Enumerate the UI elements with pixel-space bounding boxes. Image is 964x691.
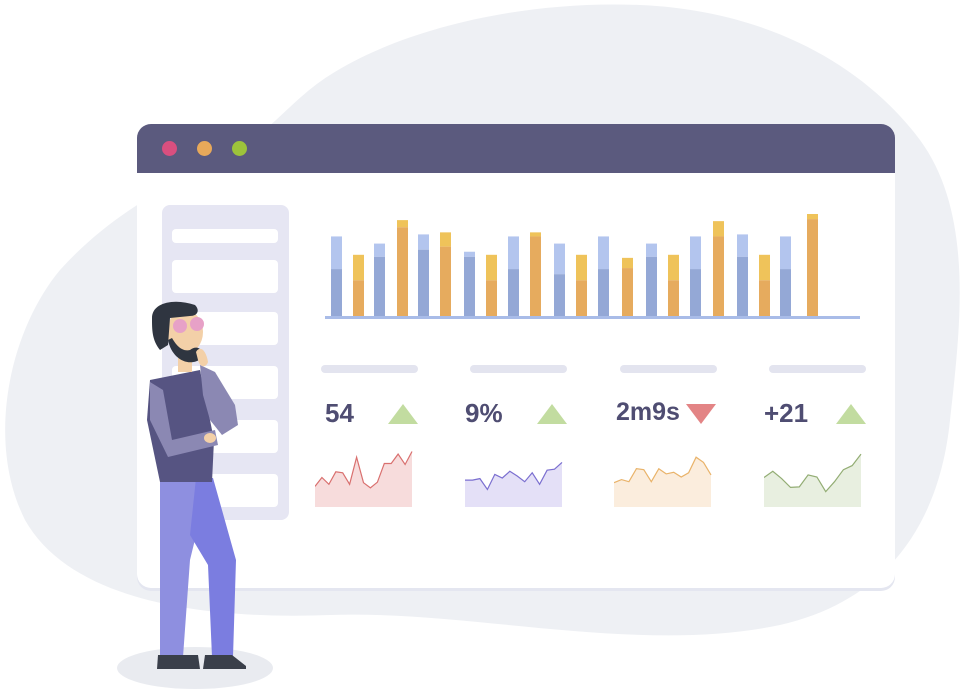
- bar-segment-lower: [598, 269, 609, 316]
- bar-segment-upper: [554, 243, 565, 275]
- bar-segment-lower: [464, 256, 475, 316]
- bar-segment-upper: [576, 254, 587, 281]
- bar-segment-lower: [418, 249, 429, 316]
- metric-value: 54: [325, 398, 354, 428]
- bar-segment-lower: [780, 269, 791, 316]
- metric-label-placeholder: [620, 365, 717, 373]
- bar-segment-upper: [668, 254, 679, 281]
- sparkline-area: [764, 454, 861, 507]
- bar-segment-lower: [646, 256, 657, 316]
- bar-segment-upper: [807, 214, 818, 220]
- bar-segment-lower: [690, 269, 701, 316]
- bar-segment-upper: [598, 236, 609, 270]
- bar-segment-lower: [737, 256, 748, 316]
- bar-segment-lower: [374, 256, 385, 316]
- metric-label-placeholder: [470, 365, 567, 373]
- metric-value: 2m9s: [616, 398, 680, 426]
- right-leg: [190, 478, 236, 657]
- raised-arm: [200, 365, 238, 435]
- sparkline-line: [465, 461, 563, 491]
- bar-segment-upper: [486, 254, 497, 281]
- bar-segment-lower: [397, 227, 408, 316]
- sidebar-item[interactable]: [172, 260, 278, 293]
- sparkline-line: [614, 456, 712, 484]
- bar-segment-upper: [418, 234, 429, 250]
- bar-segment-upper: [374, 243, 385, 257]
- sparkline-line: [764, 453, 862, 493]
- trend-down-icon: [686, 404, 716, 424]
- bar-segment-lower: [440, 246, 451, 316]
- glasses-right-icon: [190, 317, 204, 331]
- bar-segment-upper: [353, 254, 364, 281]
- bar-segment-upper: [622, 257, 633, 269]
- trend-up-icon: [388, 404, 418, 424]
- metric-value: +21: [764, 398, 809, 428]
- sidebar-item[interactable]: [172, 229, 278, 243]
- bar-segment-upper: [331, 236, 342, 270]
- bar-segment-lower: [486, 280, 497, 316]
- bar-segment-lower: [713, 236, 724, 316]
- left-shoe-icon: [157, 655, 200, 669]
- bar-segment-upper: [440, 232, 451, 247]
- bar-segment-upper: [780, 236, 791, 270]
- chin-hand: [196, 348, 208, 367]
- bar-segment-lower: [508, 269, 519, 316]
- right-shoe-icon: [203, 655, 246, 669]
- sparkline-area: [614, 457, 711, 507]
- folded-arm: [150, 382, 218, 457]
- close-dot-icon[interactable]: [162, 141, 177, 156]
- sparkline-line: [315, 451, 413, 489]
- bar-segment-upper: [759, 254, 770, 281]
- hand: [204, 433, 216, 443]
- metric-value: 9%: [465, 398, 503, 428]
- bar-segment-lower: [759, 280, 770, 316]
- sparkline-area: [315, 451, 412, 507]
- sparkline-chart: [315, 451, 413, 507]
- window-titlebar: [137, 124, 895, 173]
- minimize-dot-icon[interactable]: [197, 141, 212, 156]
- bar-segment-lower: [530, 236, 541, 316]
- bar-segment-upper: [464, 251, 475, 257]
- bar-segment-upper: [713, 221, 724, 237]
- sparkline-chart: [614, 456, 712, 507]
- sparkline-area: [465, 462, 562, 507]
- bar-chart: [325, 214, 860, 319]
- bar-segment-upper: [737, 234, 748, 257]
- bar-segment-upper: [508, 236, 519, 270]
- x-axis-line: [325, 316, 860, 319]
- bar-segment-upper: [397, 220, 408, 228]
- bar-segment-lower: [554, 274, 565, 316]
- sparkline-chart: [764, 453, 862, 507]
- trend-up-icon: [836, 404, 866, 424]
- maximize-dot-icon[interactable]: [232, 141, 247, 156]
- sparkline-chart: [465, 461, 563, 507]
- bar-segment-lower: [576, 280, 587, 316]
- glasses-left-icon: [173, 319, 187, 333]
- beard: [168, 338, 203, 363]
- bar-segment-lower: [331, 269, 342, 316]
- metric-label-placeholder: [769, 365, 866, 373]
- bar-segment-lower: [807, 219, 818, 316]
- metric-label-placeholder: [321, 365, 418, 373]
- bar-segment-lower: [668, 280, 679, 316]
- bar-segment-lower: [353, 280, 364, 316]
- bar-segment-upper: [690, 236, 701, 270]
- bar-segment-upper: [646, 243, 657, 257]
- bar-segment-upper: [530, 232, 541, 237]
- hair: [152, 301, 198, 350]
- trend-up-icon: [537, 404, 567, 424]
- bar-segment-lower: [622, 268, 633, 316]
